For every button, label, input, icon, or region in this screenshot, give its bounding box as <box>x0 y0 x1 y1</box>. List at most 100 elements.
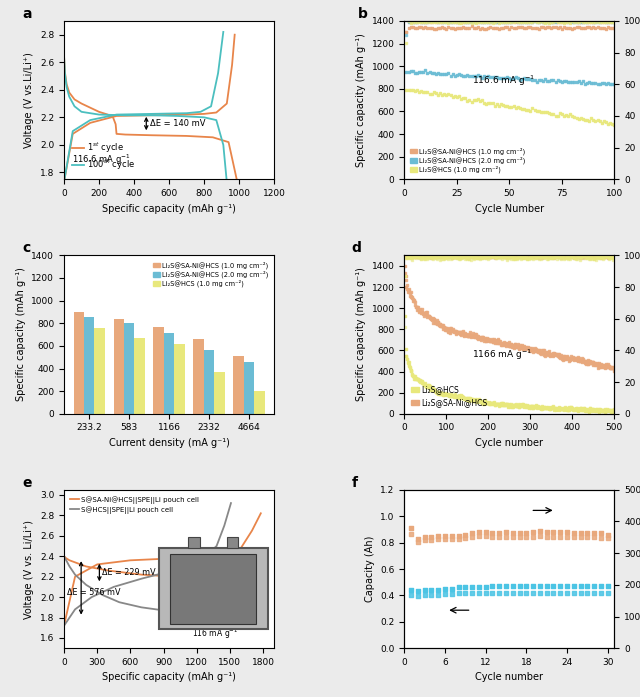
Point <box>442 389 452 400</box>
Point <box>572 404 582 415</box>
Point <box>588 114 598 125</box>
Point <box>408 248 419 259</box>
Point <box>593 405 604 416</box>
Point <box>502 398 512 409</box>
Point <box>513 102 523 113</box>
Point <box>527 344 537 355</box>
Point <box>533 401 543 412</box>
Point <box>560 351 570 362</box>
Point <box>423 251 433 262</box>
Point <box>413 301 423 312</box>
Point <box>586 356 596 367</box>
Point <box>527 252 537 263</box>
Point <box>554 351 564 362</box>
Point <box>501 338 511 349</box>
Point <box>605 362 615 373</box>
Point <box>447 251 458 262</box>
Point <box>532 251 542 262</box>
Point <box>575 355 586 366</box>
Point <box>450 250 460 261</box>
Point <box>429 313 439 324</box>
Point <box>462 250 472 261</box>
Point <box>593 78 603 89</box>
Point <box>532 16 542 27</box>
Point <box>489 335 499 346</box>
Point <box>573 404 584 415</box>
Point <box>445 251 455 262</box>
Point <box>441 90 451 101</box>
Point <box>424 250 434 261</box>
Point <box>529 15 540 26</box>
Point <box>404 252 415 263</box>
Point <box>541 581 552 592</box>
Point <box>458 16 468 27</box>
Point <box>572 353 582 364</box>
Point <box>579 355 589 367</box>
Point <box>502 401 513 412</box>
Point <box>557 76 567 87</box>
Point <box>550 17 561 28</box>
Point <box>468 253 478 264</box>
Point <box>410 301 420 312</box>
Point <box>593 251 604 262</box>
Point <box>511 71 521 82</box>
Point <box>440 530 450 542</box>
Point <box>506 101 516 112</box>
Point <box>494 532 504 543</box>
Point <box>498 17 508 28</box>
Point <box>458 16 468 27</box>
Point <box>601 116 611 128</box>
Point <box>575 587 586 598</box>
Point <box>584 16 595 27</box>
Point <box>492 250 502 261</box>
Point <box>568 250 579 261</box>
Point <box>462 393 472 404</box>
Point <box>555 250 565 261</box>
Point <box>598 251 609 262</box>
Point <box>554 403 564 414</box>
Point <box>500 17 510 28</box>
Point <box>419 250 429 261</box>
Point <box>528 403 538 414</box>
Point <box>422 381 432 392</box>
Point <box>467 331 477 342</box>
Point <box>578 252 588 263</box>
Point <box>450 252 460 263</box>
Point <box>415 305 426 316</box>
Point <box>489 397 499 408</box>
Point <box>425 312 435 323</box>
Point <box>444 17 454 29</box>
Point <box>541 346 552 358</box>
Point <box>604 360 614 372</box>
Point <box>577 251 587 262</box>
Point <box>426 585 436 596</box>
Point <box>401 350 411 361</box>
Point <box>417 376 427 387</box>
Y-axis label: Capacity (Ah): Capacity (Ah) <box>365 536 374 602</box>
Point <box>524 344 534 355</box>
Point <box>479 252 490 263</box>
Point <box>609 22 620 33</box>
Point <box>494 400 504 411</box>
Point <box>444 326 454 337</box>
Point <box>451 251 461 262</box>
Point <box>540 403 550 414</box>
Point <box>520 342 531 353</box>
Point <box>584 405 594 416</box>
Point <box>602 406 612 417</box>
Point <box>560 250 570 261</box>
Line: 1$^{st}$ cycle: 1$^{st}$ cycle <box>64 35 235 182</box>
Point <box>412 251 422 262</box>
Point <box>516 342 527 353</box>
Bar <box>214 372 225 414</box>
Point <box>497 253 508 264</box>
Point <box>473 395 483 406</box>
Point <box>486 247 496 259</box>
Point <box>607 16 618 27</box>
Point <box>579 249 589 260</box>
Point <box>463 251 474 262</box>
Point <box>426 251 436 262</box>
Point <box>534 346 544 357</box>
Point <box>460 22 470 33</box>
Point <box>420 252 430 263</box>
